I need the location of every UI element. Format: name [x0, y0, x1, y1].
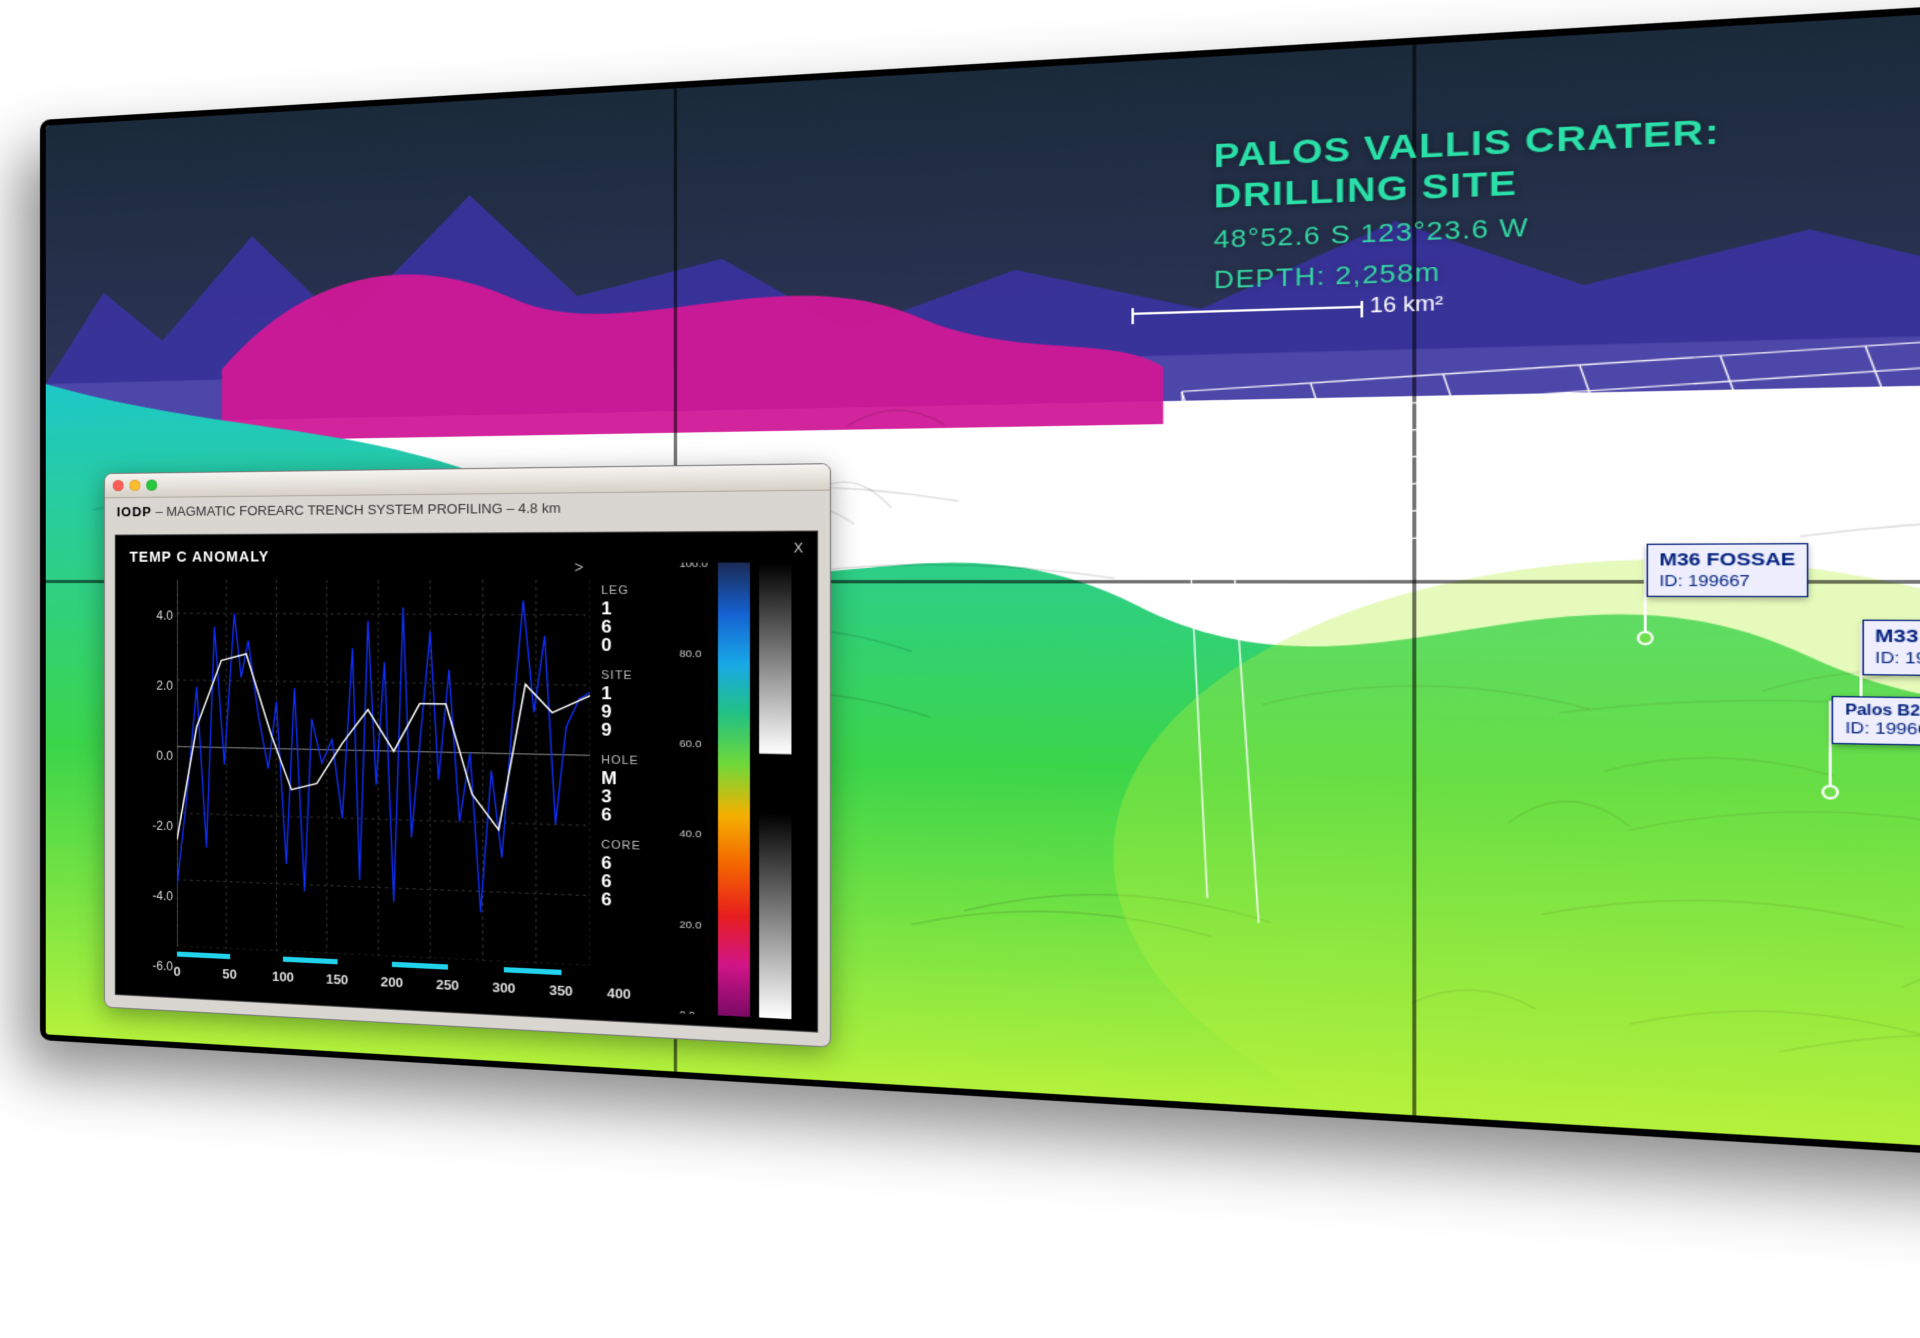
y-tick: -6.0: [129, 957, 173, 973]
marker-name: M36 FOSSAE: [1659, 549, 1795, 570]
color-scale-bars: X 100.0 80.0 60.0 40.0 20.0 0.0: [679, 543, 805, 1020]
x-tick: 0: [173, 964, 180, 980]
y-tick: 0.0: [129, 748, 173, 763]
x-segment: [392, 962, 448, 970]
x-segment: [177, 952, 230, 960]
x-tick: 50: [222, 966, 237, 982]
x-tick: 200: [380, 974, 403, 991]
x-tick: 250: [436, 976, 459, 993]
svg-text:20.0: 20.0: [679, 919, 701, 932]
legend-label: SITE: [601, 669, 679, 683]
legend-label: CORE: [601, 839, 679, 854]
traffic-close-icon[interactable]: [113, 480, 124, 491]
marker-flag[interactable]: Palos B2ID: 199665: [1829, 701, 1920, 704]
x-segment: [504, 967, 561, 975]
legend-value: 160: [601, 599, 679, 654]
svg-text:0.0: 0.0: [679, 1009, 695, 1020]
marker-name: M33 FOSSAE: [1875, 626, 1920, 648]
legend-value: M36: [601, 769, 679, 826]
marker-id: ID: 199665: [1845, 719, 1920, 739]
x-tick: 350: [549, 982, 573, 999]
legend-value: 666: [601, 854, 679, 912]
survey-grid-wireframe: [1157, 296, 1920, 956]
legend-panel: LEG 160 SITE199 HOLEM36 CORE666 X 100.0 80.0 6…: [601, 543, 805, 1020]
video-wall: PALOS VALLIS CRATER: DRILLING SITE 48°52…: [40, 0, 1920, 1176]
y-tick: 2.0: [129, 678, 173, 693]
x-segment: [283, 957, 337, 965]
y-tick: -4.0: [129, 887, 173, 903]
window-body: TEMP C ANOMALY > 4.0 2.0 0.0 -2.0 -4.0 -6.0 0…: [115, 530, 818, 1032]
chart-title: TEMP C ANOMALY: [129, 548, 590, 564]
marker-id: ID: 199666: [1875, 648, 1920, 667]
traffic-zoom-icon[interactable]: [146, 479, 157, 490]
svg-text:80.0: 80.0: [679, 648, 701, 660]
scale-label: 16 km²: [1370, 291, 1443, 317]
site-info-hud: PALOS VALLIS CRATER: DRILLING SITE 48°52…: [1214, 112, 1721, 297]
subtitle-rest: – MAGMATIC FOREARC TRENCH SYSTEM PROFILI…: [152, 500, 561, 519]
legend-label: HOLE: [601, 754, 679, 769]
chart-expand-icon[interactable]: >: [574, 559, 583, 576]
temp-anomaly-chart: TEMP C ANOMALY > 4.0 2.0 0.0 -2.0 -4.0 -6.0 0…: [129, 548, 590, 1005]
x-tick: 150: [326, 971, 349, 988]
legend-value: 199: [601, 684, 679, 740]
svg-text:100.0: 100.0: [679, 562, 707, 570]
subtitle-prefix: IODP: [117, 504, 152, 519]
legend-label: LEG: [601, 584, 679, 597]
y-tick: -2.0: [129, 818, 173, 834]
x-tick: 100: [272, 968, 294, 985]
traffic-min-icon[interactable]: [129, 480, 140, 491]
x-tick: 300: [492, 979, 515, 996]
marker-id: ID: 199667: [1659, 571, 1750, 589]
svg-text:40.0: 40.0: [679, 829, 701, 841]
marker-flag[interactable]: M33 FOSSAEID: 199666: [1859, 625, 1920, 626]
iodp-window[interactable]: IODP – MAGMATIC FOREARC TRENCH SYSTEM PR…: [104, 463, 831, 1048]
legend-fields: LEG 160 SITE199 HOLEM36 CORE666: [601, 543, 679, 1013]
y-tick: 4.0: [129, 608, 173, 622]
legend-close-icon[interactable]: X: [794, 540, 803, 555]
svg-text:60.0: 60.0: [679, 738, 701, 750]
marker-name: Palos B2: [1845, 702, 1920, 720]
